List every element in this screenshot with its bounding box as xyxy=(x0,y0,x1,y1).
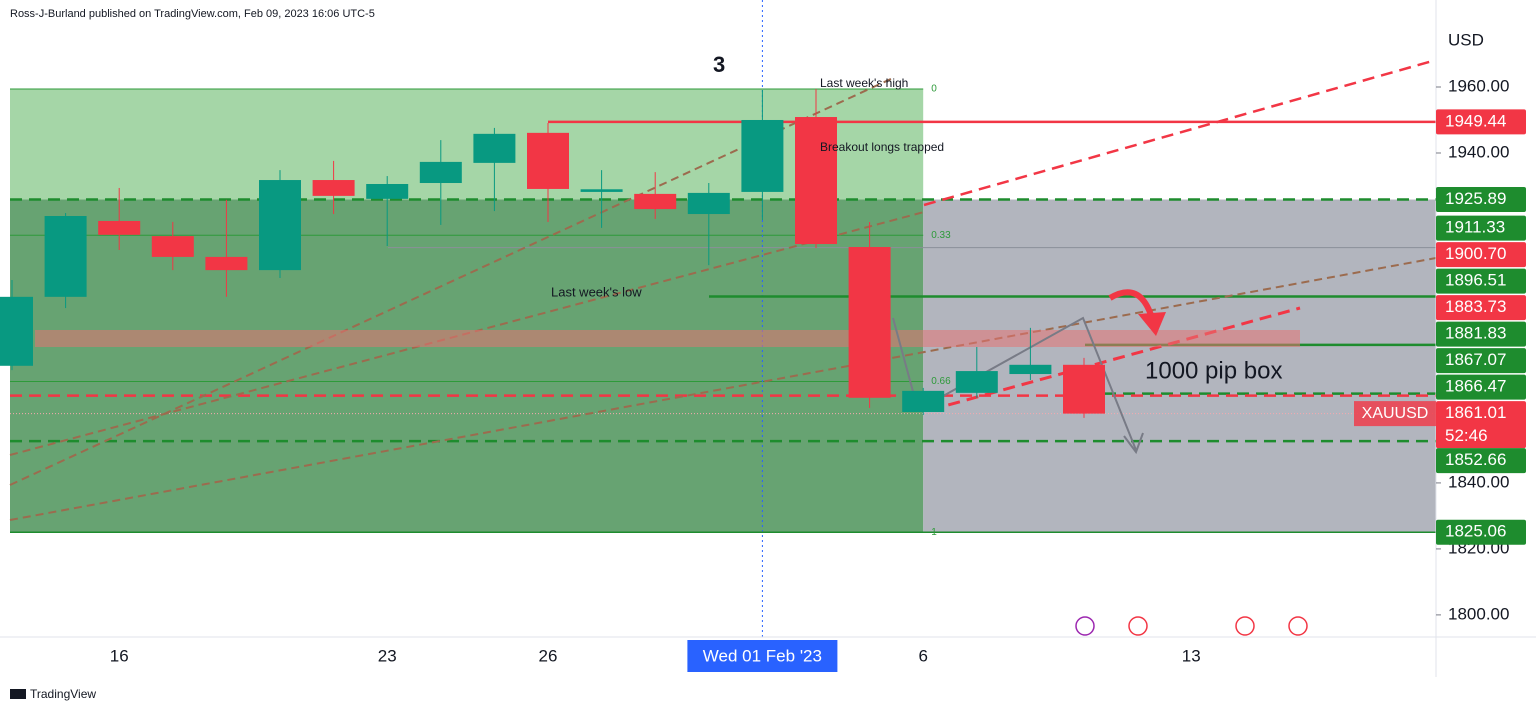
candle-body xyxy=(205,256,248,271)
price-label-box xyxy=(1436,268,1526,294)
price-label-box xyxy=(1436,348,1526,374)
arrow-head xyxy=(1138,312,1166,336)
price-label: 1911.33 xyxy=(1445,218,1505,237)
x-tick-label: 26 xyxy=(539,646,558,665)
price-label: 1900.70 xyxy=(1445,244,1506,263)
drawings xyxy=(9,58,1437,521)
arrow-head xyxy=(1123,432,1144,455)
fib-label: 0.33 xyxy=(931,230,951,241)
price-label: 1881.83 xyxy=(1445,324,1506,343)
candle-body xyxy=(259,180,301,271)
candle-body xyxy=(902,390,945,412)
price-label: 1925.89 xyxy=(1445,189,1506,208)
candle-body xyxy=(848,247,891,398)
curved-arrow xyxy=(1108,289,1155,319)
price-label-box xyxy=(1436,215,1526,241)
candle-body xyxy=(580,189,623,192)
price-label-box xyxy=(1436,448,1526,474)
price-label-box xyxy=(1436,374,1526,400)
symbol-label-box xyxy=(1354,401,1436,427)
candle-body xyxy=(1063,364,1105,414)
price-label-box xyxy=(1436,295,1526,321)
candle-body xyxy=(687,192,730,215)
annotation: Last week's low xyxy=(551,284,642,299)
price-label-box xyxy=(1436,321,1526,347)
fib-box-lower xyxy=(10,199,924,533)
price-label-box xyxy=(1436,109,1526,135)
trend-line xyxy=(9,257,1437,521)
price-label-box xyxy=(1436,519,1526,545)
event-icon[interactable] xyxy=(1075,616,1095,636)
price-label-box xyxy=(1436,242,1526,268)
annotation: 1000 pip box xyxy=(1145,357,1282,384)
symbol-label: XAUUSD xyxy=(1362,405,1429,422)
currency: USD xyxy=(1448,30,1484,49)
candle-body xyxy=(151,236,194,257)
candle-body xyxy=(634,193,677,210)
candle-body xyxy=(419,161,462,184)
candle-body xyxy=(527,132,569,189)
event-icon[interactable] xyxy=(1288,616,1308,636)
projection-path xyxy=(892,316,1137,451)
price-label: 1896.51 xyxy=(1445,271,1506,290)
y-tick-label: 1960.00 xyxy=(1448,76,1509,95)
header: Ross-J-Burland published on TradingView.… xyxy=(10,8,375,20)
price-label: 1867.07 xyxy=(1445,350,1506,369)
candle-body xyxy=(0,296,33,366)
price-label-box xyxy=(1436,401,1526,449)
footer: TradingView xyxy=(30,687,96,701)
candle-body xyxy=(955,371,998,393)
price-label: 1861.01 xyxy=(1445,403,1506,422)
x-tick-label: 13 xyxy=(1182,646,1201,665)
trend-line xyxy=(929,306,1301,412)
price-label: 1825.06 xyxy=(1445,522,1506,541)
fib-label: 0.66 xyxy=(931,376,951,387)
y-tick-label: 1800.00 xyxy=(1448,604,1509,623)
x-tick-label: 16 xyxy=(110,646,129,665)
candle-body xyxy=(473,133,516,163)
price-label: 1883.73 xyxy=(1445,297,1506,316)
countdown: 52:46 xyxy=(1445,426,1488,445)
event-icon[interactable] xyxy=(1235,616,1255,636)
x-tick-label: 6 xyxy=(918,646,927,665)
candles xyxy=(0,88,1105,418)
candle-body xyxy=(741,119,784,192)
fib-label: 1 xyxy=(931,527,937,538)
projection-box xyxy=(923,199,1436,533)
price-label: 1866.47 xyxy=(1445,377,1506,396)
candle-body xyxy=(795,117,837,245)
trend-line xyxy=(923,58,1437,207)
candle-body xyxy=(44,216,87,297)
annotation: 3 xyxy=(713,52,725,77)
annotation: Breakout longs trapped xyxy=(820,140,944,154)
logo xyxy=(10,689,26,699)
x-tick-label: Wed 01 Feb '23 xyxy=(703,646,822,665)
fib-label: 0 xyxy=(931,84,937,95)
candle-body xyxy=(98,220,141,235)
annotation: Last week's high xyxy=(820,76,908,90)
price-label: 1852.66 xyxy=(1445,450,1506,469)
resistance-zone xyxy=(35,330,1300,347)
price-label: 1949.44 xyxy=(1445,111,1506,130)
candle-body xyxy=(366,183,409,199)
event-icon[interactable] xyxy=(1128,616,1148,636)
y-tick-label: 1840.00 xyxy=(1448,472,1509,491)
candle-body xyxy=(1009,364,1052,375)
price-label-box xyxy=(1436,187,1526,213)
x-tick-label: 23 xyxy=(378,646,397,665)
x-highlight xyxy=(687,640,838,672)
candle-body xyxy=(312,180,355,196)
y-tick-label: 1940.00 xyxy=(1448,142,1509,161)
